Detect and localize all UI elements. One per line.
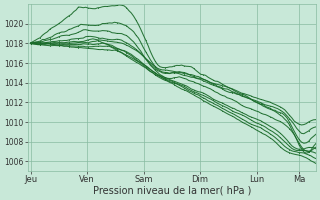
X-axis label: Pression niveau de la mer( hPa ): Pression niveau de la mer( hPa ) [92, 186, 251, 196]
